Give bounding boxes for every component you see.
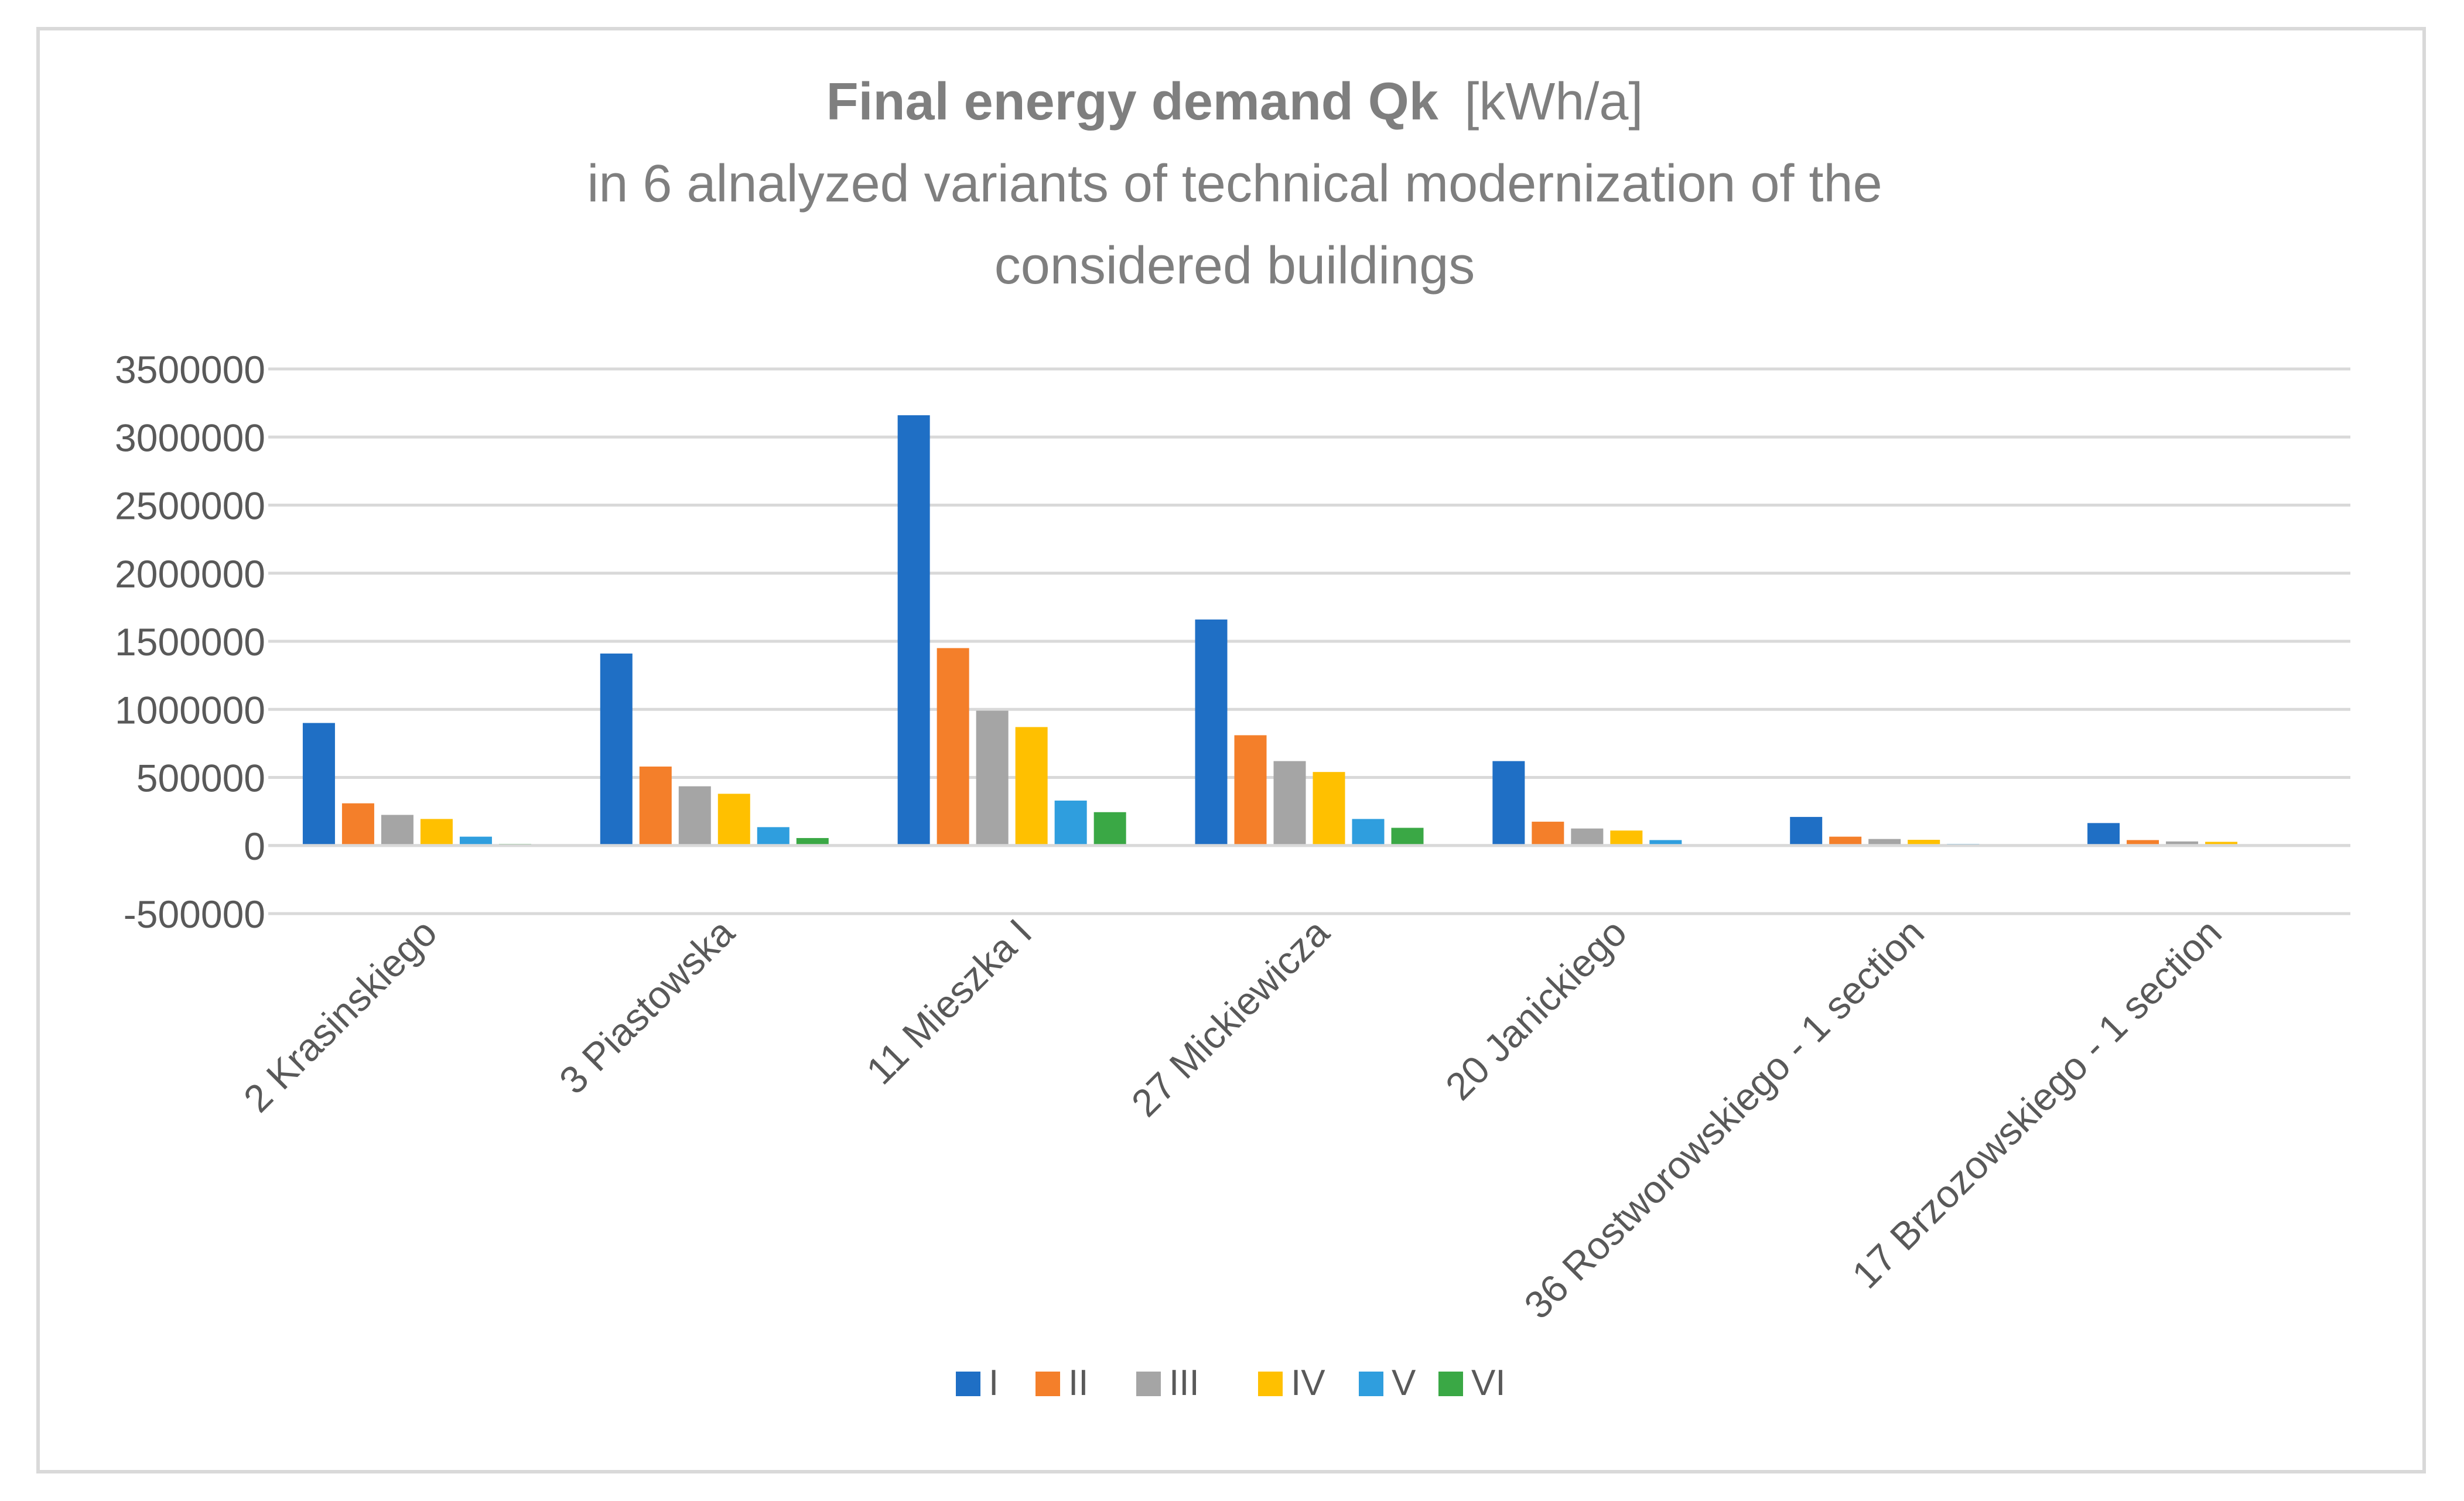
legend-swatch	[956, 1372, 980, 1396]
chart-subtitle-line-1: in 6 alnalyzed variants of technical mod…	[587, 155, 1882, 213]
bar-ii-1	[341, 803, 374, 846]
chart-frame: Final energy demand Qk [kWh/a] in 6 alna…	[36, 27, 2426, 1473]
bar-iv-6	[1908, 839, 1940, 846]
bar-iv-4	[1313, 772, 1345, 846]
bar-iii-6	[1868, 839, 1901, 846]
bar-ii-3	[937, 648, 969, 846]
bar-v-1	[459, 836, 492, 846]
bar-i-4	[1195, 619, 1228, 846]
title-bold-text: Final energy demand Qk	[826, 73, 1439, 131]
bar-iv-1	[420, 819, 453, 846]
bar-i-2	[600, 653, 633, 846]
legend-item-v: V	[1359, 1363, 1416, 1403]
legend-item-iv: IV	[1258, 1363, 1325, 1403]
legend-label: IV	[1291, 1363, 1325, 1403]
chart-title: Final energy demand Qk [kWh/a] in 6 alna…	[587, 73, 1882, 295]
legend-swatch	[1036, 1372, 1060, 1396]
bar-iv-7	[2205, 842, 2238, 846]
y-tick-label: 1000000	[115, 688, 265, 731]
legend-swatch	[1136, 1372, 1161, 1396]
x-tick-label: 27 Mickiewicza	[1123, 910, 1337, 1124]
y-tick-label: 500000	[136, 757, 265, 800]
bar-i-1	[302, 723, 335, 846]
chart-subtitle-line-2: considered buildings	[995, 237, 1475, 295]
legend-label: I	[989, 1363, 999, 1403]
bar-i-5	[1492, 761, 1525, 846]
bar-iv-5	[1610, 830, 1643, 846]
chart-title-line-1: Final energy demand Qk [kWh/a]	[826, 73, 1643, 131]
legend-item-iii: III	[1136, 1363, 1199, 1403]
x-tick-label: 11 Mieszka I	[858, 911, 1040, 1093]
legend-label: VI	[1471, 1363, 1506, 1403]
bar-iv-2	[717, 794, 750, 846]
x-tick-label: 20 Janickiego	[1437, 911, 1635, 1109]
bars	[302, 415, 2316, 846]
bar-iii-2	[678, 786, 711, 846]
bar-iii-7	[2166, 841, 2199, 846]
bar-iii-1	[381, 815, 413, 846]
bar-vi-2	[796, 837, 829, 846]
legend: I II III IV V VI	[956, 1363, 1506, 1403]
bar-iv-3	[1015, 727, 1048, 846]
legend-label: III	[1169, 1363, 1199, 1403]
bar-i-6	[1790, 816, 1823, 846]
bar-v-2	[757, 827, 790, 846]
bar-v-4	[1352, 819, 1385, 846]
x-tick-label: 2 Krasinskiego	[235, 911, 445, 1120]
bar-iii-4	[1273, 761, 1306, 846]
bar-ii-2	[639, 766, 672, 846]
y-tick-label: 2000000	[115, 552, 265, 596]
x-tick-label: 3 Piastowska	[551, 910, 742, 1102]
legend-item-vi: VI	[1438, 1363, 1506, 1403]
x-axis-category-labels: 2 Krasinskiego 3 Piastowska 11 Mieszka I 27…	[235, 910, 2230, 1326]
bar-i-3	[897, 415, 930, 846]
bar-v-5	[1649, 840, 1682, 846]
bar-vi-4	[1391, 828, 1424, 846]
y-tick-label: 0	[244, 825, 265, 868]
bar-v-3	[1054, 801, 1087, 846]
title-unit-text: [kWh/a]	[1464, 73, 1643, 131]
bar-ii-6	[1829, 836, 1862, 846]
y-axis-ticks: 3500000 3000000 2500000 2000000 1500000 10000…	[115, 348, 265, 936]
y-tick-label: -500000	[124, 893, 265, 936]
legend-item-ii: II	[1036, 1363, 1088, 1403]
bar-vi-3	[1093, 812, 1126, 846]
legend-swatch	[1359, 1372, 1383, 1396]
gridlines	[268, 367, 2350, 915]
bar-i-7	[2087, 823, 2120, 846]
legend-label: V	[1392, 1363, 1416, 1403]
y-tick-label: 3000000	[115, 416, 265, 459]
legend-label: II	[1068, 1363, 1088, 1403]
y-tick-label: 1500000	[115, 620, 265, 664]
legend-item-i: I	[956, 1363, 999, 1403]
bar-iii-5	[1571, 828, 1604, 846]
legend-swatch	[1258, 1372, 1283, 1396]
bar-chart: Final energy demand Qk [kWh/a] in 6 alna…	[115, 73, 2350, 1403]
y-tick-label: 2500000	[115, 484, 265, 528]
legend-swatch	[1438, 1372, 1463, 1396]
bar-ii-7	[2127, 840, 2159, 846]
y-tick-label: 3500000	[115, 348, 265, 391]
bar-iii-3	[976, 710, 1009, 846]
bar-ii-5	[1532, 822, 1564, 846]
bar-ii-4	[1234, 735, 1267, 846]
